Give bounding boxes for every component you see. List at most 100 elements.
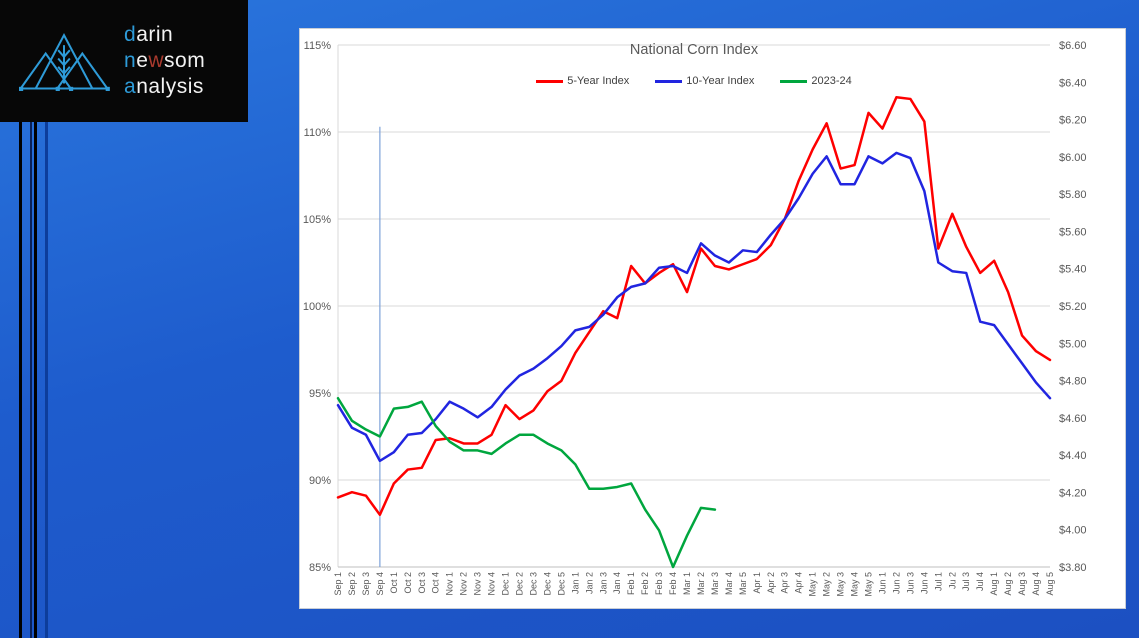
right-axis-tick: $4.00 xyxy=(1059,525,1087,537)
logo-word-newsom: newsom xyxy=(124,49,206,72)
logo-word-darin: darin xyxy=(124,23,174,46)
x-axis-tick: May 5 xyxy=(864,572,874,597)
legend-item: 2023-24 xyxy=(780,75,852,87)
x-axis-tick: Jul 3 xyxy=(961,572,971,591)
right-axis-tick: $6.40 xyxy=(1059,77,1087,89)
right-axis-tick: $3.80 xyxy=(1059,562,1087,574)
logo-text: darin newsom analysis xyxy=(124,22,205,100)
x-axis-tick: Apr 3 xyxy=(780,572,790,594)
x-axis-tick: Jun 4 xyxy=(919,572,929,594)
x-axis-tick: Dec 2 xyxy=(514,572,524,596)
x-axis-tick: Sep 1 xyxy=(333,572,343,596)
decorative-line xyxy=(45,0,48,638)
right-axis-tick: $5.40 xyxy=(1059,264,1087,276)
x-axis-tick: Dec 5 xyxy=(556,572,566,596)
legend-label: 2023-24 xyxy=(811,75,852,87)
left-axis-tick: 90% xyxy=(309,475,331,487)
right-axis-tick: $4.40 xyxy=(1059,450,1087,462)
x-axis-tick: May 4 xyxy=(850,572,860,597)
left-axis-tick: 110% xyxy=(304,127,332,139)
right-axis-tick: $4.60 xyxy=(1059,413,1087,425)
x-axis-tick: Aug 3 xyxy=(1017,572,1027,596)
right-axis-tick: $5.60 xyxy=(1059,226,1087,238)
right-axis-tick: $6.20 xyxy=(1059,115,1087,127)
x-axis-tick: Feb 4 xyxy=(668,572,678,595)
series-10-year-index xyxy=(336,151,1052,463)
legend-swatch xyxy=(655,79,683,83)
x-axis-tick: Ju 2 xyxy=(947,572,957,589)
x-axis-tick: May 1 xyxy=(808,572,818,597)
decorative-line xyxy=(30,0,32,638)
chart-title: National Corn Index xyxy=(629,42,759,58)
x-axis-tick: Aug 2 xyxy=(1003,572,1013,596)
legend-label: 5-Year Index xyxy=(567,75,630,87)
legend-item: 10-Year Index xyxy=(655,75,754,87)
x-axis-tick: Feb 3 xyxy=(654,572,664,595)
decorative-line xyxy=(34,0,37,638)
right-axis-tick: $6.60 xyxy=(1059,40,1087,52)
x-axis-tick: Dec 3 xyxy=(528,572,538,596)
x-axis-tick: Nov 1 xyxy=(445,572,455,596)
x-axis-tick: Jun 3 xyxy=(905,572,915,594)
x-axis-tick: Jan 1 xyxy=(570,572,580,594)
x-axis-tick: Sep 3 xyxy=(361,572,371,596)
series-5-year-index xyxy=(336,95,1052,517)
left-axis-tick: 85% xyxy=(309,562,331,574)
left-axis-tick: 115% xyxy=(304,40,332,52)
right-axis-tick: $4.20 xyxy=(1059,487,1087,499)
x-axis-tick: Mar 3 xyxy=(710,572,720,595)
right-axis-tick: $4.80 xyxy=(1059,376,1087,388)
x-axis-tick: Feb 2 xyxy=(640,572,650,595)
legend-swatch xyxy=(780,79,808,83)
left-axis-tick: 95% xyxy=(309,388,331,400)
dna-mountains-wheat-icon xyxy=(19,33,110,91)
right-axis-tick: $5.20 xyxy=(1059,301,1087,313)
legend-swatch xyxy=(536,79,564,83)
x-axis-tick: Apr 4 xyxy=(794,572,804,594)
x-axis-tick: Jul 4 xyxy=(975,572,985,591)
x-axis-tick: Mar 5 xyxy=(738,572,748,595)
x-axis-tick: Oct 3 xyxy=(417,572,427,594)
x-axis-tick: Nov 4 xyxy=(487,572,497,596)
x-axis-tick: Mar 2 xyxy=(696,572,706,595)
x-axis-tick: Aug 4 xyxy=(1031,572,1041,596)
x-axis-tick: Jun 1 xyxy=(877,572,887,594)
left-axis-tick: 105% xyxy=(303,214,331,226)
x-axis-tick: May 3 xyxy=(836,572,846,597)
x-axis-tick: Dec 1 xyxy=(501,572,511,596)
x-axis-tick: Nov 2 xyxy=(459,572,469,596)
decorative-line xyxy=(19,0,22,638)
right-axis-tick: $5.00 xyxy=(1059,338,1087,350)
x-axis-tick: Oct 2 xyxy=(403,572,413,594)
left-axis-tick: 100% xyxy=(303,301,331,313)
x-axis-tick: Jun 2 xyxy=(891,572,901,594)
chart-legend: 5-Year Index 10-Year Index 2023-24 xyxy=(338,75,1050,87)
legend-label: 10-Year Index xyxy=(686,75,755,87)
logo-word-analysis: analysis xyxy=(124,75,204,98)
right-axis-tick: $6.00 xyxy=(1059,152,1087,164)
logo: darin newsom analysis xyxy=(0,0,248,122)
x-axis-tick: Mar 1 xyxy=(682,572,692,595)
x-axis-tick: Mar 4 xyxy=(724,572,734,595)
x-axis-tick: Aug 1 xyxy=(989,572,999,596)
x-axis-tick: Jan 3 xyxy=(598,572,608,594)
x-axis-tick: Jan 2 xyxy=(584,572,594,594)
x-axis-tick: Oct 1 xyxy=(389,572,399,594)
series-2023-24 xyxy=(336,396,717,569)
x-axis-tick: Jan 4 xyxy=(612,572,622,594)
x-axis-tick: Oct 4 xyxy=(431,572,441,594)
x-axis-tick: Sep 2 xyxy=(347,572,357,596)
x-axis-tick: Feb 1 xyxy=(626,572,636,595)
x-axis-tick: Sep 4 xyxy=(375,572,385,596)
legend-item: 5-Year Index xyxy=(536,75,629,87)
plot-area: 115% 110% 105% 100% 95% 90% 85% $6.60 $6.40 $6.20… xyxy=(303,40,1087,597)
x-axis-tick: Apr 1 xyxy=(752,572,762,594)
x-axis-tick: Jul 1 xyxy=(933,572,943,591)
chart-panel: 115% 110% 105% 100% 95% 90% 85% $6.60 $6.40 $6.20… xyxy=(299,28,1126,609)
x-axis-tick: Dec 4 xyxy=(542,572,552,596)
x-axis-tick: Apr 2 xyxy=(766,572,776,594)
x-axis-tick: Aug 5 xyxy=(1045,572,1055,596)
x-axis-tick: Nov 3 xyxy=(473,572,483,596)
right-axis-tick: $5.80 xyxy=(1059,189,1087,201)
